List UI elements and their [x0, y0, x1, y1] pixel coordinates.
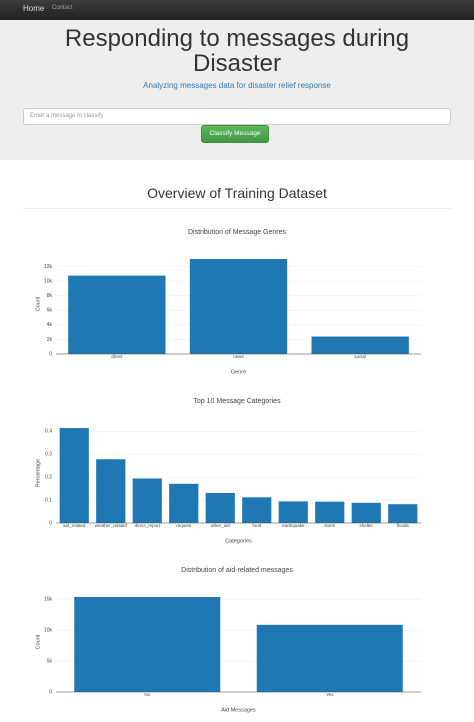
y-tick-label: 6k — [47, 308, 53, 314]
x-tick-label: weather_related — [95, 523, 128, 528]
y-axis-label: Percentage — [35, 459, 41, 487]
classify-button[interactable]: Classify Message — [201, 125, 269, 143]
y-tick-label: 0 — [49, 351, 52, 357]
bar — [256, 624, 403, 692]
page-title: Responding to messages during Disaster — [64, 25, 410, 77]
x-axis-label: Genre — [231, 369, 246, 375]
bar — [74, 597, 221, 692]
bar — [205, 492, 235, 523]
nav-brand[interactable]: Home — [23, 4, 45, 13]
x-tick-label: earthquake — [282, 523, 305, 528]
y-tick-label: 5k — [47, 658, 53, 664]
bar — [388, 504, 418, 523]
x-tick-label: other_aid — [211, 523, 230, 528]
x-tick-label: direct_report — [135, 523, 161, 528]
navbar: Home Contact — [0, 0, 474, 20]
chart-title: Distribution of Message Genres — [188, 229, 287, 236]
x-tick-label: Yes — [326, 692, 334, 697]
bar — [315, 501, 345, 523]
x-axis-label: Aid Messages — [221, 707, 256, 713]
bar — [242, 497, 272, 523]
x-tick-label: storm — [324, 523, 336, 528]
divider — [23, 208, 451, 209]
x-axis-label: Categories — [225, 538, 252, 544]
x-tick-label: aid_related — [63, 523, 86, 528]
bar — [169, 483, 199, 523]
y-tick-label: 4k — [47, 322, 53, 328]
header: Responding to messages during Disaster A… — [0, 20, 474, 160]
y-tick-label: 0 — [49, 689, 52, 695]
x-tick-label: shelter — [359, 523, 373, 528]
placeholder: Enter a message to classify — [30, 113, 104, 119]
y-tick-label: 8k — [47, 293, 53, 299]
y-tick-label: 0.2 — [45, 474, 52, 480]
y-tick-label: 0.1 — [45, 497, 52, 503]
y-tick-label: 0.4 — [45, 429, 52, 435]
y-tick-label: 2k — [47, 337, 53, 343]
x-tick-label: social — [354, 354, 366, 359]
y-axis-label: Count — [35, 296, 41, 311]
subtitle: Analyzing messages data for disaster rel… — [143, 81, 331, 90]
x-tick-label: food — [252, 523, 261, 528]
bar — [132, 478, 162, 523]
y-tick-label: 0.3 — [45, 452, 52, 458]
bar — [311, 336, 409, 354]
chart-title: Top 10 Message Categories — [193, 398, 281, 405]
bar — [96, 459, 126, 523]
x-tick-label: news — [233, 354, 244, 359]
y-tick-label: 10k — [44, 279, 53, 285]
x-tick-label: No — [144, 692, 150, 697]
bar — [351, 502, 381, 523]
y-axis-label: Count — [35, 634, 41, 649]
section-title: Overview of Training Dataset — [147, 185, 327, 201]
bar — [278, 501, 308, 523]
message-input[interactable]: Enter a message to classify — [23, 108, 451, 125]
y-tick-label: 12k — [44, 264, 53, 270]
bar — [189, 259, 288, 354]
x-tick-label: direct — [111, 354, 123, 359]
x-tick-label: floods — [397, 523, 410, 528]
y-tick-label: 0 — [49, 520, 52, 526]
bar — [68, 275, 166, 354]
y-tick-label: 10k — [44, 627, 53, 633]
chart-title: Distribution of aid-related messages — [181, 567, 293, 574]
bar — [59, 428, 89, 523]
y-tick-label: 15k — [44, 597, 53, 603]
nav-link[interactable]: Contact — [52, 5, 73, 11]
x-tick-label: request — [176, 523, 192, 528]
